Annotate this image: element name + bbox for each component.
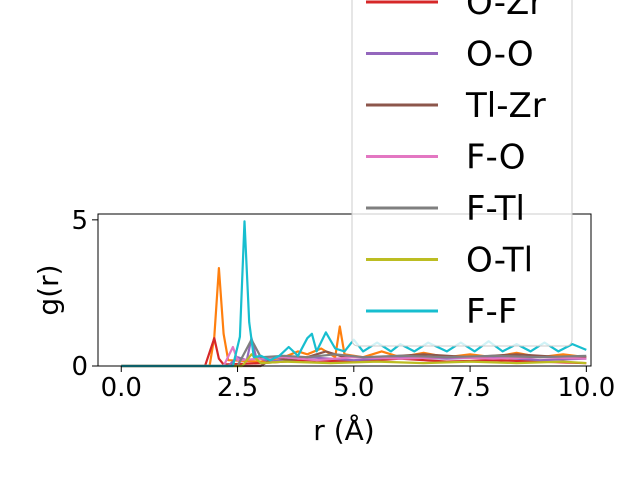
x-tick-label: 7.5 — [449, 373, 490, 403]
series-line-o-tl — [121, 353, 587, 368]
x-axis-label: r (Å) — [313, 413, 374, 447]
legend-label: O-Zr — [466, 0, 543, 23]
x-tick-label: 2.5 — [217, 373, 258, 403]
x-tick-label: 5.0 — [333, 373, 374, 403]
legend-label: F-F — [466, 292, 517, 332]
y-axis-label: g(r) — [32, 264, 65, 315]
legend-label: O-O — [466, 35, 534, 75]
legend-label: Tl-Zr — [465, 86, 546, 126]
legend: O-Zr O-O Tl-Zr F-O F-Tl O-Tl F-F — [351, 0, 573, 347]
legend-frame — [351, 0, 573, 347]
plot-lines — [121, 220, 587, 368]
y-axis-ticks: 05 — [71, 206, 98, 382]
x-axis-ticks: 0.0 2.5 5.0 7.5 10.0 — [101, 366, 615, 403]
plot-area-frame — [97, 213, 592, 367]
x-tick-label: 10.0 — [557, 373, 615, 403]
series-line-f-o — [121, 345, 587, 368]
legend-label: F-Tl — [466, 189, 525, 229]
legend-label: F-O — [466, 138, 526, 178]
y-tick-label: 5 — [71, 206, 88, 236]
x-tick-label: 0.0 — [101, 373, 142, 403]
y-tick-label: 0 — [71, 352, 88, 382]
legend-label: O-Tl — [466, 241, 533, 281]
